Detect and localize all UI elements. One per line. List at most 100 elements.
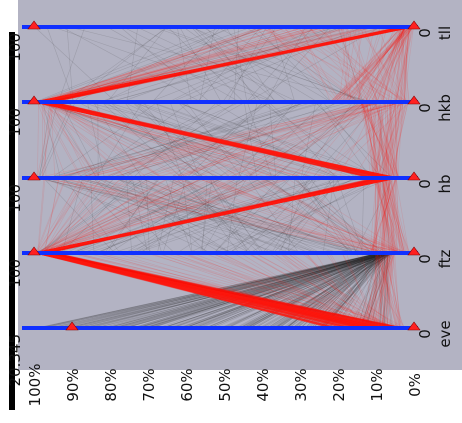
highlighted-line: [403, 26, 409, 103]
highlighted-line: [39, 177, 241, 254]
highlighted-line: [35, 177, 375, 254]
context-line: [137, 252, 386, 329]
highlighted-line: [344, 26, 409, 103]
highlighted-line: [33, 177, 390, 254]
context-line: [53, 101, 318, 179]
highlighted-line: [36, 177, 388, 254]
highlighted-line: [71, 252, 367, 329]
highlighted-line: [39, 252, 386, 329]
highlighted-line: [41, 177, 385, 254]
highlighted-line: [41, 101, 398, 179]
context-line: [204, 252, 388, 329]
highlighted-line: [49, 252, 367, 329]
highlighted-line: [41, 252, 388, 329]
highlighted-line: [382, 26, 402, 103]
highlighted-line: [377, 252, 398, 329]
highlighted-line: [330, 26, 402, 103]
highlighted-line: [48, 177, 396, 254]
highlighted-line: [375, 177, 389, 254]
highlighted-line: [37, 26, 412, 103]
highlighted-line: [132, 101, 399, 179]
highlighted-line: [48, 177, 386, 254]
context-line: [139, 252, 385, 329]
highlighted-line: [34, 101, 395, 179]
highlighted-line: [45, 26, 409, 103]
highlighted-line: [35, 252, 350, 329]
highlighted-line: [376, 177, 393, 254]
highlighted-line: [390, 26, 401, 103]
highlighted-line: [389, 252, 400, 329]
highlighted-line: [38, 101, 397, 179]
context-line: [125, 177, 316, 254]
context-line: [294, 252, 379, 329]
highlighted-line: [51, 252, 392, 329]
tick-label: 50%: [216, 368, 234, 401]
highlighted-line: [361, 101, 381, 179]
highlighted-line: [37, 252, 376, 329]
highlighted-line: [38, 101, 374, 179]
highlighted-line: [37, 252, 371, 329]
highlighted-line: [45, 252, 372, 329]
highlighted-line: [386, 177, 390, 254]
highlighted-line: [35, 101, 397, 179]
highlighted-line: [35, 177, 396, 254]
highlighted-line: [382, 26, 405, 103]
highlighted-line: [40, 101, 396, 179]
highlighted-line: [393, 26, 404, 103]
highlighted-line: [383, 101, 402, 179]
context-line: [126, 26, 139, 103]
highlighted-line: [273, 252, 368, 329]
context-line: [134, 101, 240, 179]
highlighted-line: [44, 177, 60, 254]
highlighted-line: [34, 26, 413, 103]
context-line: [184, 252, 393, 329]
highlighted-line: [379, 101, 395, 179]
context-line: [262, 177, 382, 254]
highlighted-line: [385, 177, 394, 254]
highlighted-line: [46, 26, 411, 103]
highlighted-line: [36, 26, 406, 103]
highlighted-line: [49, 26, 411, 103]
highlighted-line: [48, 101, 390, 179]
highlighted-line: [51, 252, 388, 329]
context-line: [369, 252, 393, 329]
context-line: [149, 177, 316, 254]
context-line: [246, 26, 314, 103]
context-line: [64, 26, 168, 103]
highlighted-line: [41, 177, 394, 254]
highlighted-line: [40, 101, 391, 179]
highlighted-line: [43, 252, 404, 329]
highlighted-line: [42, 252, 352, 329]
highlighted-line: [51, 26, 403, 103]
highlighted-line: [51, 101, 372, 179]
highlighted-line: [395, 177, 410, 254]
highlighted-line: [375, 252, 378, 329]
highlighted-line: [340, 26, 399, 103]
highlighted-line: [50, 101, 383, 179]
highlighted-line: [384, 101, 389, 179]
highlighted-line: [34, 177, 394, 254]
highlighted-line: [39, 26, 407, 103]
highlighted-line: [36, 26, 409, 103]
highlighted-line: [38, 252, 378, 329]
highlighted-line: [40, 177, 81, 254]
context-line: [96, 177, 275, 254]
highlighted-line: [51, 26, 403, 103]
context-line: [134, 177, 261, 254]
highlighted-line: [402, 26, 410, 103]
highlighted-line: [36, 252, 384, 329]
highlighted-line: [279, 252, 366, 329]
highlighted-line: [379, 101, 391, 179]
highlighted-line: [222, 177, 386, 254]
highlighted-line: [34, 101, 388, 179]
highlighted-line: [38, 252, 392, 329]
highlighted-line: [301, 252, 398, 329]
highlighted-line: [363, 252, 387, 329]
highlighted-line: [35, 101, 392, 179]
highlighted-line: [366, 252, 383, 329]
highlighted-line: [40, 252, 384, 329]
context-line: [122, 26, 275, 103]
highlighted-line: [332, 26, 412, 103]
highlighted-line: [38, 177, 384, 254]
highlighted-line: [381, 252, 389, 329]
